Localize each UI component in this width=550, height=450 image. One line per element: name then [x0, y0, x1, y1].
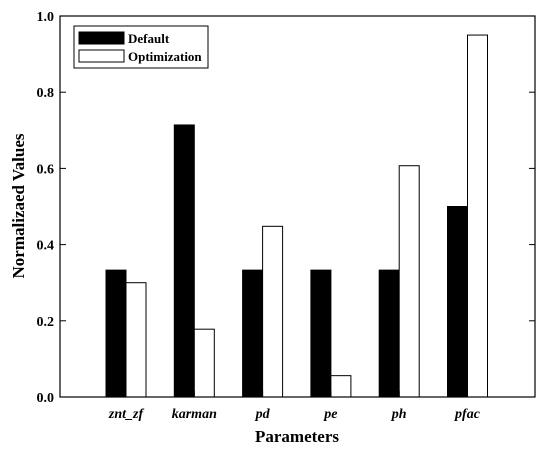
x-tick-label: pe: [323, 407, 337, 422]
y-tick-label: 1.0: [37, 10, 55, 25]
y-tick-label: 0.8: [37, 86, 55, 101]
y-tick-label: 0.0: [37, 391, 55, 406]
x-tick-label: pd: [255, 407, 271, 422]
x-tick-label: pfac: [454, 407, 481, 422]
legend: Default Optimization: [73, 25, 209, 69]
y-axis: 0.0 0.2 0.4 0.6 0.8 1.0: [37, 10, 535, 406]
bar-default-pe: [310, 269, 332, 398]
x-tick-label: karman: [172, 407, 217, 422]
plot-frame: [59, 15, 536, 398]
legend-label-optimization: Optimization: [128, 49, 202, 64]
bar-default-ph: [378, 269, 400, 398]
bar-optimization-znt_zf: [125, 282, 147, 398]
bar-optimization-ph: [398, 165, 420, 398]
y-tick-label: 0.4: [37, 239, 55, 254]
bar-default-pfac: [447, 206, 468, 398]
x-axis: znt_zf karman pd pe ph pfac: [108, 391, 481, 422]
bars-layer: [105, 34, 488, 398]
bar-optimization-karman: [193, 328, 215, 398]
legend-swatch-default: [78, 31, 125, 45]
bar-optimization-pfac: [467, 34, 488, 398]
y-tick-label: 0.2: [37, 315, 55, 330]
legend-label-default: Default: [128, 31, 170, 46]
bar-optimization-pe: [330, 375, 352, 398]
x-tick-label: znt_zf: [108, 407, 145, 422]
bar-default-znt_zf: [105, 269, 127, 398]
y-axis-title: Normalizaed Values: [9, 133, 28, 278]
y-tick-label: 0.6: [37, 162, 55, 177]
x-tick-label: ph: [391, 407, 407, 422]
bar-optimization-pd: [262, 225, 284, 398]
bar-default-pd: [242, 269, 264, 398]
x-axis-title: Parameters: [255, 427, 339, 446]
bar-default-karman: [173, 124, 195, 398]
legend-swatch-optimization: [78, 49, 125, 63]
